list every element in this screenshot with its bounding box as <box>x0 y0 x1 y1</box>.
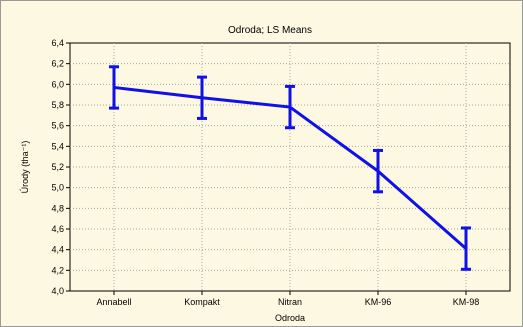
y-tick-label: 5,2 <box>51 162 64 172</box>
y-tick-label: 5,8 <box>51 100 64 110</box>
data-point <box>112 85 116 89</box>
x-axis-label: Odroda <box>275 313 305 323</box>
series <box>109 65 471 271</box>
x-tick-label: Annabell <box>96 297 131 307</box>
x-axis: Annabell Kompakt Nitran KM-96 KM-98 <box>96 291 479 307</box>
data-point <box>200 96 204 100</box>
y-tick-label: 5,0 <box>51 183 64 193</box>
y-tick-label: 4,4 <box>51 245 64 255</box>
y-tick-label: 5,6 <box>51 121 64 131</box>
x-tick-label: KM-96 <box>365 297 392 307</box>
y-axis: 4,0 4,2 4,4 4,6 4,8 5,0 5,2 5,4 5,6 5,8 6,0 6,2 6,4 <box>51 38 70 296</box>
y-axis-label: Úrody (tha⁻¹) <box>20 141 30 194</box>
data-point <box>376 169 380 173</box>
y-tick-label: 6,2 <box>51 59 64 69</box>
y-tick-label: 4,8 <box>51 203 64 213</box>
x-tick-label: Kompakt <box>184 297 220 307</box>
y-tick-label: 4,2 <box>51 265 64 275</box>
x-tick-label: Nitran <box>278 297 302 307</box>
y-tick-label: 6,4 <box>51 38 64 48</box>
y-tick-label: 5,4 <box>51 141 64 151</box>
x-tick-label: KM-98 <box>453 297 480 307</box>
chart-title: Odroda; LS Means <box>228 25 312 36</box>
data-point <box>288 105 292 109</box>
y-tick-label: 6,0 <box>51 79 64 89</box>
y-tick-label: 4,6 <box>51 224 64 234</box>
data-point <box>464 247 468 251</box>
y-tick-label: 4,0 <box>51 286 64 296</box>
